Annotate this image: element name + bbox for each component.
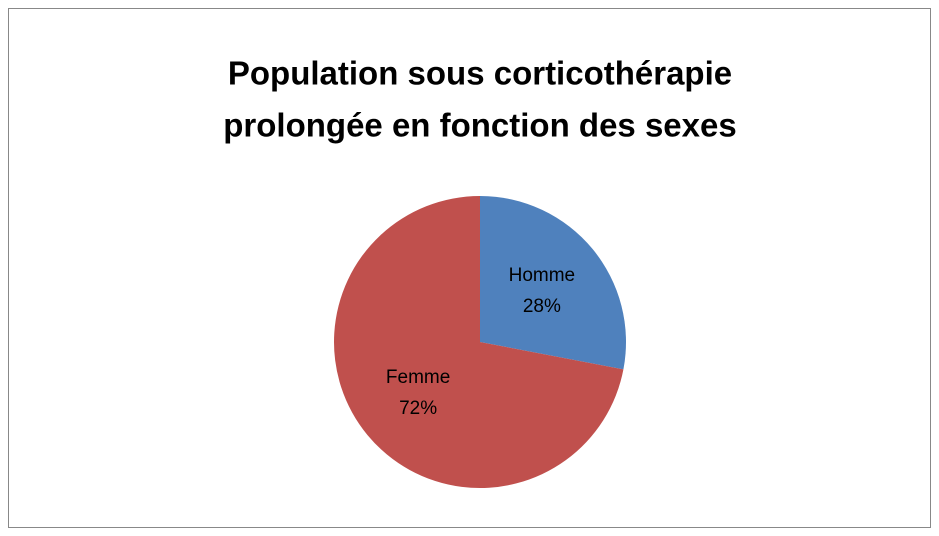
slice-category-label: Homme	[509, 265, 576, 286]
chart-title: Population sous corticothérapie	[228, 55, 732, 92]
slice-category-label: Femme	[386, 367, 450, 388]
slice-value-label: 28%	[523, 296, 561, 317]
pie-slice	[480, 196, 627, 370]
chart-title: prolongée en fonction des sexes	[223, 107, 736, 144]
slice-value-label: 72%	[399, 398, 437, 419]
pie-slice	[333, 196, 624, 488]
